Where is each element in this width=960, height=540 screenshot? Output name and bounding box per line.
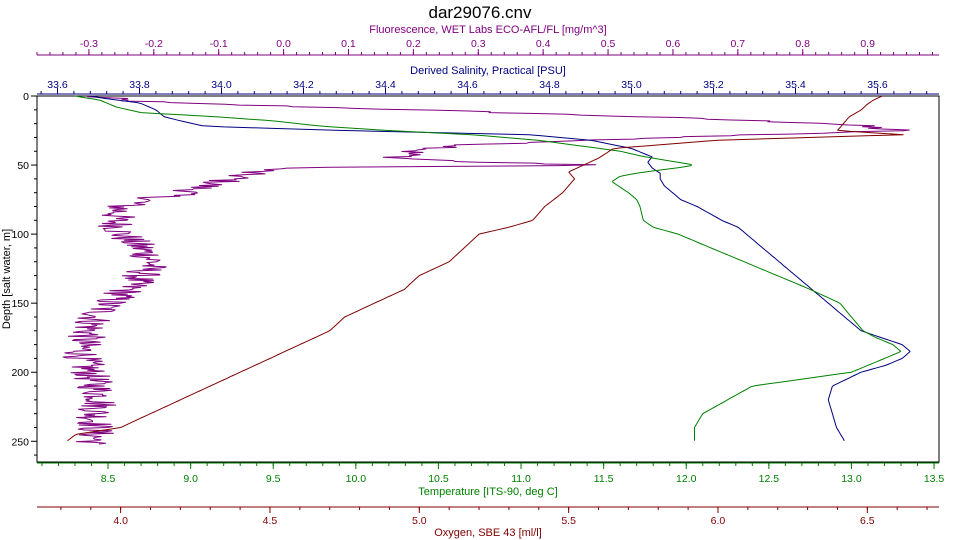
fluorescence-tick-label: 0.7 (731, 38, 746, 50)
oxygen-tick-label: 5.0 (412, 515, 427, 527)
temperature-tick-label: 11.5 (594, 473, 614, 485)
fluorescence-tick-label: -0.3 (80, 38, 98, 50)
plot-area-frame (36, 95, 940, 463)
salinity-axis-label: Derived Salinity, Practical [PSU] (410, 65, 566, 77)
plot-series-group (62, 95, 911, 445)
fluorescence-axis-ticks: -0.3 -0.2 -0.1 0.0 0.1 0.2 0.3 0.4 0.5 0.6 0.7 0.8 0… (36, 38, 934, 55)
salinity-tick-label: 35.0 (621, 79, 642, 91)
depth-tick-label: 50 (17, 160, 29, 172)
salinity-axis-ticks: 33.6 33.8 34.0 34.2 34.4 34.6 34.8 35.0 35.2 35.4… (40, 79, 928, 94)
depth-tick-label: 0 (23, 91, 29, 103)
oxygen-tick-label: 6.0 (711, 515, 726, 527)
fluorescence-tick-label: -0.1 (210, 38, 228, 50)
salinity-tick-label: 33.6 (47, 79, 68, 91)
oxygen-profile-line (67, 95, 904, 442)
fluorescence-tick-label: 0.9 (860, 38, 875, 50)
fluorescence-tick-label: 0.6 (666, 38, 681, 50)
depth-tick-label: 250 (11, 436, 29, 448)
fluorescence-tick-label: -0.2 (145, 38, 163, 50)
temperature-tick-label: 10.5 (428, 473, 449, 485)
fluorescence-tick-label: 0.1 (341, 38, 356, 50)
salinity-tick-label: 35.4 (785, 79, 806, 91)
depth-axis-label: Depth [salt water, m] (1, 229, 13, 329)
depth-axis-ticks: 0 50 100 150 200 250 (11, 91, 37, 456)
temperature-axis-ticks: 8.5 9.0 9.5 10.0 10.5 11.0 11.5 12.0 12.5 13.0 13.… (41, 463, 945, 485)
fluorescence-tick-label: 0.4 (536, 38, 551, 50)
temperature-tick-label: 10.0 (346, 473, 367, 485)
depth-tick-label: 150 (11, 298, 29, 310)
salinity-tick-label: 35.2 (703, 79, 724, 91)
temperature-tick-label: 8.5 (101, 473, 116, 485)
fluorescence-tick-label: 0.8 (795, 38, 810, 50)
oxygen-tick-label: 4.5 (263, 515, 278, 527)
salinity-tick-label: 34.6 (457, 79, 478, 91)
salinity-profile-line (90, 95, 911, 441)
temperature-tick-label: 11.0 (511, 473, 531, 485)
fluorescence-axis-label: Fluorescence, WET Labs ECO-AFL/FL [mg/m^… (369, 24, 606, 36)
fluorescence-tick-label: 0.5 (601, 38, 616, 50)
salinity-tick-label: 34.4 (375, 79, 396, 91)
oxygen-axis-ticks: 4.0 4.5 5.0 5.5 6.0 6.5 (60, 507, 928, 527)
temperature-tick-label: 9.5 (266, 473, 281, 485)
temperature-tick-label: 12.0 (676, 473, 697, 485)
oxygen-tick-label: 4.0 (113, 515, 128, 527)
temperature-tick-label: 9.0 (183, 473, 198, 485)
temperature-profile-line (74, 95, 902, 441)
salinity-tick-label: 33.8 (129, 79, 150, 91)
chart-title: dar29076.cnv (428, 3, 532, 22)
temperature-tick-label: 13.0 (841, 473, 862, 485)
temperature-tick-label: 13.5 (924, 473, 945, 485)
temperature-axis-label: Temperature [ITS-90, deg C] (418, 486, 557, 498)
salinity-tick-label: 35.6 (867, 79, 888, 91)
fluorescence-tick-label: 0.2 (406, 38, 421, 50)
oxygen-tick-label: 6.5 (860, 515, 875, 527)
salinity-tick-label: 34.2 (293, 79, 314, 91)
salinity-tick-label: 34.0 (211, 79, 232, 91)
salinity-tick-label: 34.8 (539, 79, 560, 91)
fluorescence-tick-label: 0.0 (276, 38, 291, 50)
depth-tick-label: 200 (11, 367, 29, 379)
oxygen-axis-label: Oxygen, SBE 43 [ml/l] (434, 527, 542, 539)
fluorescence-tick-label: 0.3 (471, 38, 486, 50)
depth-tick-label: 100 (11, 229, 29, 241)
fluorescence-profile-line (62, 95, 910, 445)
temperature-tick-label: 12.5 (759, 473, 780, 485)
oxygen-tick-label: 5.5 (561, 515, 576, 527)
